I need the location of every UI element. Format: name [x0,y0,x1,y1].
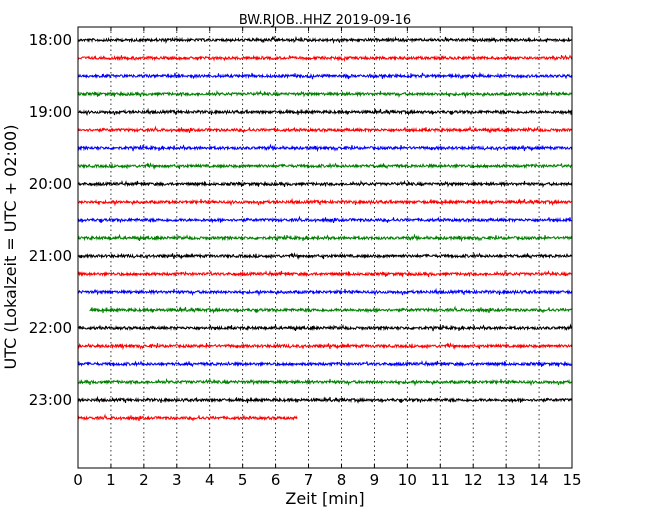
trace-2315 [77,413,298,422]
x-tick-label: 11 [431,471,450,489]
y-axis-label: UTC (Lokalzeit = UTC + 02:00) [1,125,20,370]
chart-title: BW.RJOB..HHZ 2019-09-16 [239,13,411,28]
y-tick-label: 21:00 [29,247,72,265]
trace-2230 [77,360,573,368]
x-tick-label: 6 [271,471,281,489]
trace-2130 [77,287,573,297]
trace-2245 [77,377,573,387]
trace-2100 [77,252,573,260]
vertical-grid [110,27,540,468]
trace-2000 [77,179,573,188]
axis-ticks [77,27,573,468]
x-tick-label: 12 [464,471,483,489]
x-tick-label: 0 [73,471,83,489]
plot-area-frame [77,26,573,469]
y-tick-label: 20:00 [29,175,72,193]
trace-2045 [77,233,573,243]
y-tick-label: 23:00 [29,391,72,409]
trace-1800 [77,35,573,45]
x-tick-label: 14 [530,471,549,489]
x-tick-label: 13 [497,471,516,489]
x-axis-label: Zeit [min] [285,489,364,508]
x-tick-label: 9 [370,471,380,489]
x-tick-label: 4 [205,471,215,489]
trace-1830 [77,71,573,80]
x-tick-label: 15 [562,471,581,489]
x-tick-label: 7 [304,471,314,489]
x-tick-label: 2 [139,471,149,489]
x-tick-label: 5 [238,471,248,489]
trace-1845 [77,89,573,99]
y-tick-label: 22:00 [29,319,72,337]
seismic-traces [77,35,573,422]
x-tick-labels: 0 1 2 3 4 5 6 7 8 9 10 11 12 13 14 15 [73,471,581,489]
x-tick-label: 1 [106,471,116,489]
x-tick-label: 8 [337,471,347,489]
y-tick-label: 18:00 [29,31,72,49]
trace-2215 [77,342,573,351]
x-tick-label: 10 [398,471,417,489]
trace-1900 [77,107,573,117]
trace-1930 [77,143,573,153]
trace-2300 [77,395,573,404]
trace-1945 [77,162,573,170]
y-tick-label: 19:00 [29,103,72,121]
trace-2200 [77,323,573,332]
trace-2115 [77,269,573,278]
trace-2145 [89,305,572,314]
trace-2030 [77,215,573,224]
trace-1915 [77,125,573,134]
trace-1815 [77,54,573,63]
trace-2015 [77,197,573,207]
y-tick-labels: 18:00 19:00 20:00 21:00 22:00 23:00 [29,31,72,409]
x-tick-label: 3 [172,471,182,489]
